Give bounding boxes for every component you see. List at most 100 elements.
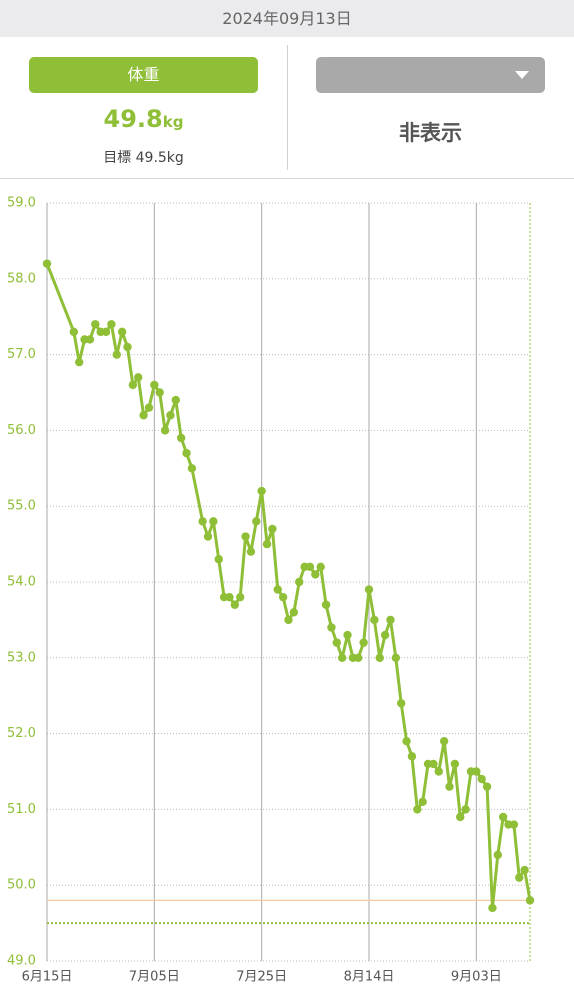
y-tick-label: 56.0 <box>7 423 36 438</box>
chart: 49.0 50.0 51.0 52.0 53.0 54.0 55.0 56.0 57.0 58.0… <box>7 196 535 985</box>
weight-point <box>386 615 395 625</box>
weight-point <box>520 865 529 875</box>
weight-point <box>407 752 417 761</box>
x-tick-label: 9月03日 <box>451 970 502 985</box>
weight-point <box>461 805 470 814</box>
weight-point <box>155 388 164 397</box>
weight-point <box>107 320 116 329</box>
hidden-label: 非表示 <box>399 121 462 145</box>
weight-point <box>354 653 363 662</box>
weight-point <box>182 448 191 458</box>
weight-point <box>225 592 234 602</box>
weight-point <box>332 638 341 647</box>
weight-unit: kg <box>162 113 184 131</box>
y-tick-label: 49.0 <box>7 954 36 969</box>
weight-point <box>150 380 159 390</box>
weight-point <box>429 759 438 769</box>
y-tick-label: 50.0 <box>7 878 36 893</box>
weight-point <box>515 873 524 882</box>
y-tick-label: 52.0 <box>7 726 36 741</box>
weight-point <box>241 532 250 541</box>
weight-line <box>45 263 532 910</box>
weight-point <box>117 327 127 337</box>
weight-point <box>289 608 299 617</box>
weight-point <box>445 782 454 791</box>
weight-point <box>134 373 143 382</box>
date-header: 2024年09月13日 <box>0 0 574 37</box>
weight-point <box>214 555 223 564</box>
weight-point <box>128 380 138 390</box>
weight-point <box>139 411 148 420</box>
weight-point <box>311 570 320 579</box>
weight-point <box>273 585 282 594</box>
weight-point <box>252 517 261 526</box>
y-tick-label: 54.0 <box>7 575 36 590</box>
weight-point <box>343 630 352 640</box>
y-tick-label: 51.0 <box>7 802 36 817</box>
weight-point <box>370 615 379 625</box>
weight-value: 49.8 <box>103 105 163 133</box>
weight-point <box>402 736 411 746</box>
weight-point <box>230 600 240 609</box>
weight-point <box>257 486 266 496</box>
weight-point <box>375 653 384 662</box>
current-weight: 49.8kg <box>29 105 258 133</box>
weight-point <box>482 782 492 791</box>
dropdown-arrow <box>515 71 529 79</box>
y-tick-label: 58.0 <box>7 271 36 286</box>
weight-point <box>284 615 293 625</box>
x-tick-label: 7月25日 <box>236 970 287 985</box>
x-tick-label: 6月15日 <box>22 970 73 985</box>
weight-point <box>112 350 121 359</box>
weight-point <box>488 903 497 913</box>
weight-point <box>123 342 132 352</box>
weight-point <box>262 539 272 549</box>
y-tick-label: 59.0 <box>7 196 36 211</box>
weight-point <box>525 896 535 905</box>
weight-point <box>42 259 52 268</box>
weight-point <box>203 532 213 541</box>
weight-point <box>413 805 422 814</box>
weight-point <box>397 699 406 708</box>
x-tick-label: 8月14日 <box>344 970 395 985</box>
weight-point <box>364 585 374 594</box>
weight-tab[interactable]: 体重 <box>29 57 258 93</box>
x-tick-label: 7月05日 <box>129 970 180 985</box>
y-tick-label: 53.0 <box>7 650 36 665</box>
weight-point <box>509 820 519 829</box>
divider <box>287 45 288 170</box>
weight-point <box>456 812 465 822</box>
weight-point <box>144 403 154 412</box>
weight-point <box>171 395 180 405</box>
weight-point <box>198 517 207 526</box>
weight-point <box>493 850 502 860</box>
weight-point <box>359 638 368 647</box>
weight-point <box>160 426 170 435</box>
weight-point <box>236 592 245 602</box>
weight-point <box>391 653 401 662</box>
weight-point <box>268 524 277 534</box>
y-tick-label: 57.0 <box>7 347 36 362</box>
weight-point <box>305 562 315 572</box>
weight-point <box>75 357 84 367</box>
weight-point <box>91 320 100 329</box>
weight-point <box>380 630 390 640</box>
weight-point <box>187 464 197 473</box>
y-tick-label: 55.0 <box>7 499 36 514</box>
weight-point <box>176 433 186 443</box>
weight-point <box>246 547 256 556</box>
weight-point <box>85 335 95 344</box>
weight-point <box>498 812 508 822</box>
second-dropdown[interactable] <box>316 57 545 93</box>
weight-point <box>472 767 481 776</box>
weight-point <box>321 600 331 609</box>
goal-weight: 目標 49.5kg <box>103 150 184 166</box>
weight-point <box>209 517 218 526</box>
weight-point <box>418 797 427 807</box>
weight-point <box>477 774 486 784</box>
weight-point <box>316 562 325 572</box>
weight-point <box>439 736 449 746</box>
summary-panel: 体重 49.8kg 目標 49.5kg 非表示 <box>0 37 574 179</box>
weight-point <box>337 653 347 662</box>
